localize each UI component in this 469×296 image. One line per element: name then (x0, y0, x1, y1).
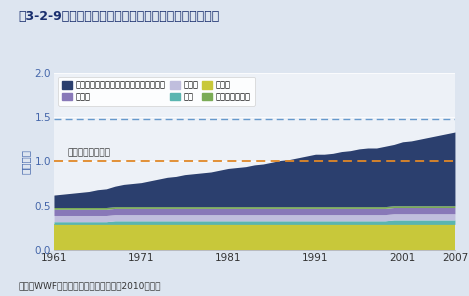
Y-axis label: 地球の数: 地球の数 (20, 149, 30, 174)
Text: 世界の生物生産力: 世界の生物生産力 (67, 149, 110, 158)
Legend: 炭素吸収地（カーボンフットプリント）, 牧草地, 森林地, 漁場, 耕作地, 生産能力阻害地: 炭素吸収地（カーボンフットプリント）, 牧草地, 森林地, 漁場, 耕作地, 生… (58, 77, 255, 105)
Text: 出典：WWF「生きている地球レポート2010年版」: 出典：WWF「生きている地球レポート2010年版」 (19, 281, 161, 290)
Text: 図3-2-9　世界のエコロジカル・フットプリントの推移: 図3-2-9 世界のエコロジカル・フットプリントの推移 (19, 10, 220, 23)
